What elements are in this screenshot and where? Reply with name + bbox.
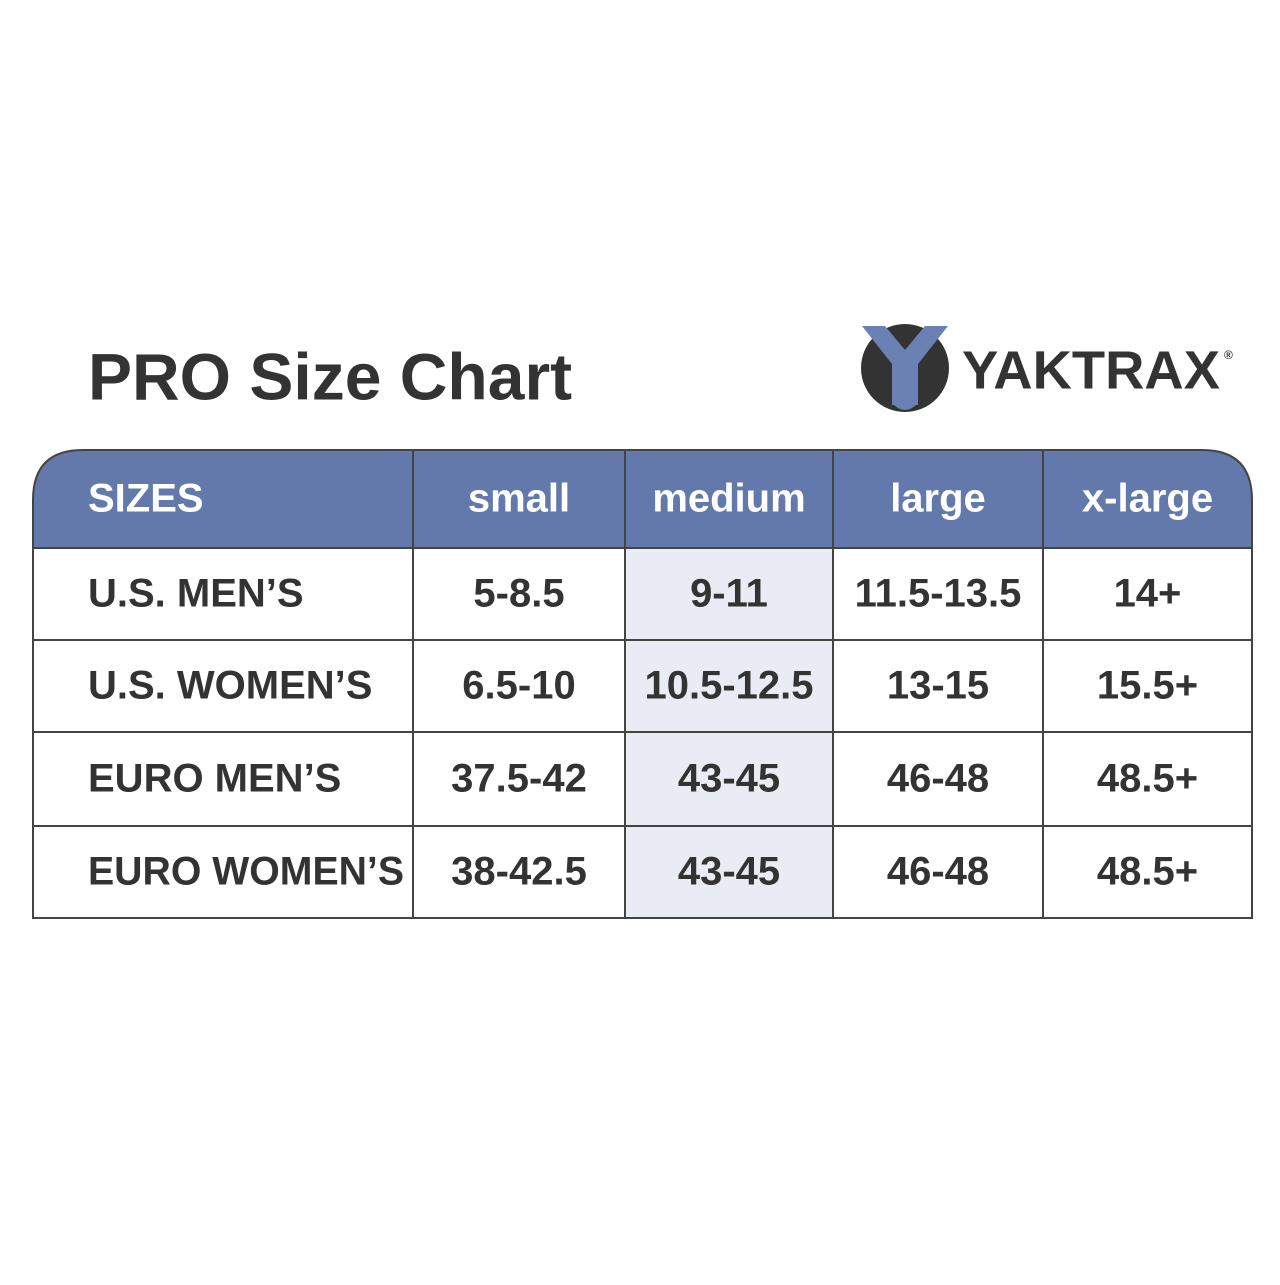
header-cell: large	[890, 477, 986, 521]
header-cell: x-large	[1082, 477, 1213, 521]
row-label: EURO WOMEN’S	[88, 850, 404, 894]
header-cell: small	[468, 477, 570, 521]
size-cell: 46-48	[887, 850, 989, 894]
size-cell: 5-8.5	[473, 572, 564, 616]
size-cell: 10.5-12.5	[644, 664, 813, 708]
logo-text: YAKTRAX	[962, 340, 1220, 400]
header-cell: medium	[652, 477, 805, 521]
size-cell: 15.5+	[1097, 664, 1198, 708]
header-cell: SIZES	[88, 477, 204, 521]
table-outline-top	[32, 449, 1253, 548]
size-cell: 14+	[1114, 572, 1182, 616]
size-cell: 43-45	[678, 757, 780, 801]
row-label: EURO MEN’S	[88, 757, 341, 801]
size-cell: 48.5+	[1097, 850, 1198, 894]
size-cell: 6.5-10	[462, 664, 575, 708]
logo-icon	[861, 324, 949, 412]
size-cell: 11.5-13.5	[855, 572, 1022, 616]
size-cell: 48.5+	[1097, 757, 1198, 801]
size-cell: 38-42.5	[451, 850, 587, 894]
row-label: U.S. WOMEN’S	[88, 664, 372, 708]
table: SIZES small medium large x-large U.S. MEN’S 5-…	[32, 449, 1253, 919]
size-cell: 37.5-42	[451, 757, 587, 801]
title: PRO Size Chart	[88, 339, 572, 413]
size-cell: 9-11	[690, 572, 768, 616]
size-cell: 13-15	[887, 664, 989, 708]
row-label: U.S. MEN’S	[88, 572, 304, 616]
registered-mark: ®	[1224, 348, 1233, 362]
size-cell: 43-45	[678, 850, 780, 894]
header-background	[33, 450, 1252, 548]
size-cell: 46-48	[887, 757, 989, 801]
